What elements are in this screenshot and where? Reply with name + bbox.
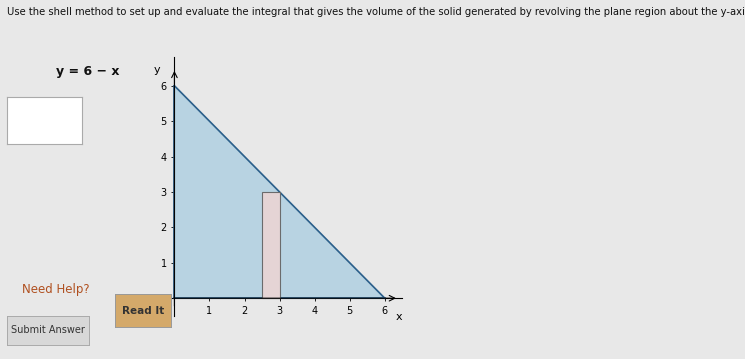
Text: y: y <box>153 65 160 75</box>
Text: Read It: Read It <box>122 306 165 316</box>
Text: Submit Answer: Submit Answer <box>11 325 86 335</box>
Text: Need Help?: Need Help? <box>22 283 90 296</box>
Text: y = 6 − x: y = 6 − x <box>56 65 119 78</box>
Text: Use the shell method to set up and evaluate the integral that gives the volume o: Use the shell method to set up and evalu… <box>7 7 745 17</box>
Text: x: x <box>396 312 402 322</box>
Bar <box>262 192 279 298</box>
Polygon shape <box>174 86 384 298</box>
